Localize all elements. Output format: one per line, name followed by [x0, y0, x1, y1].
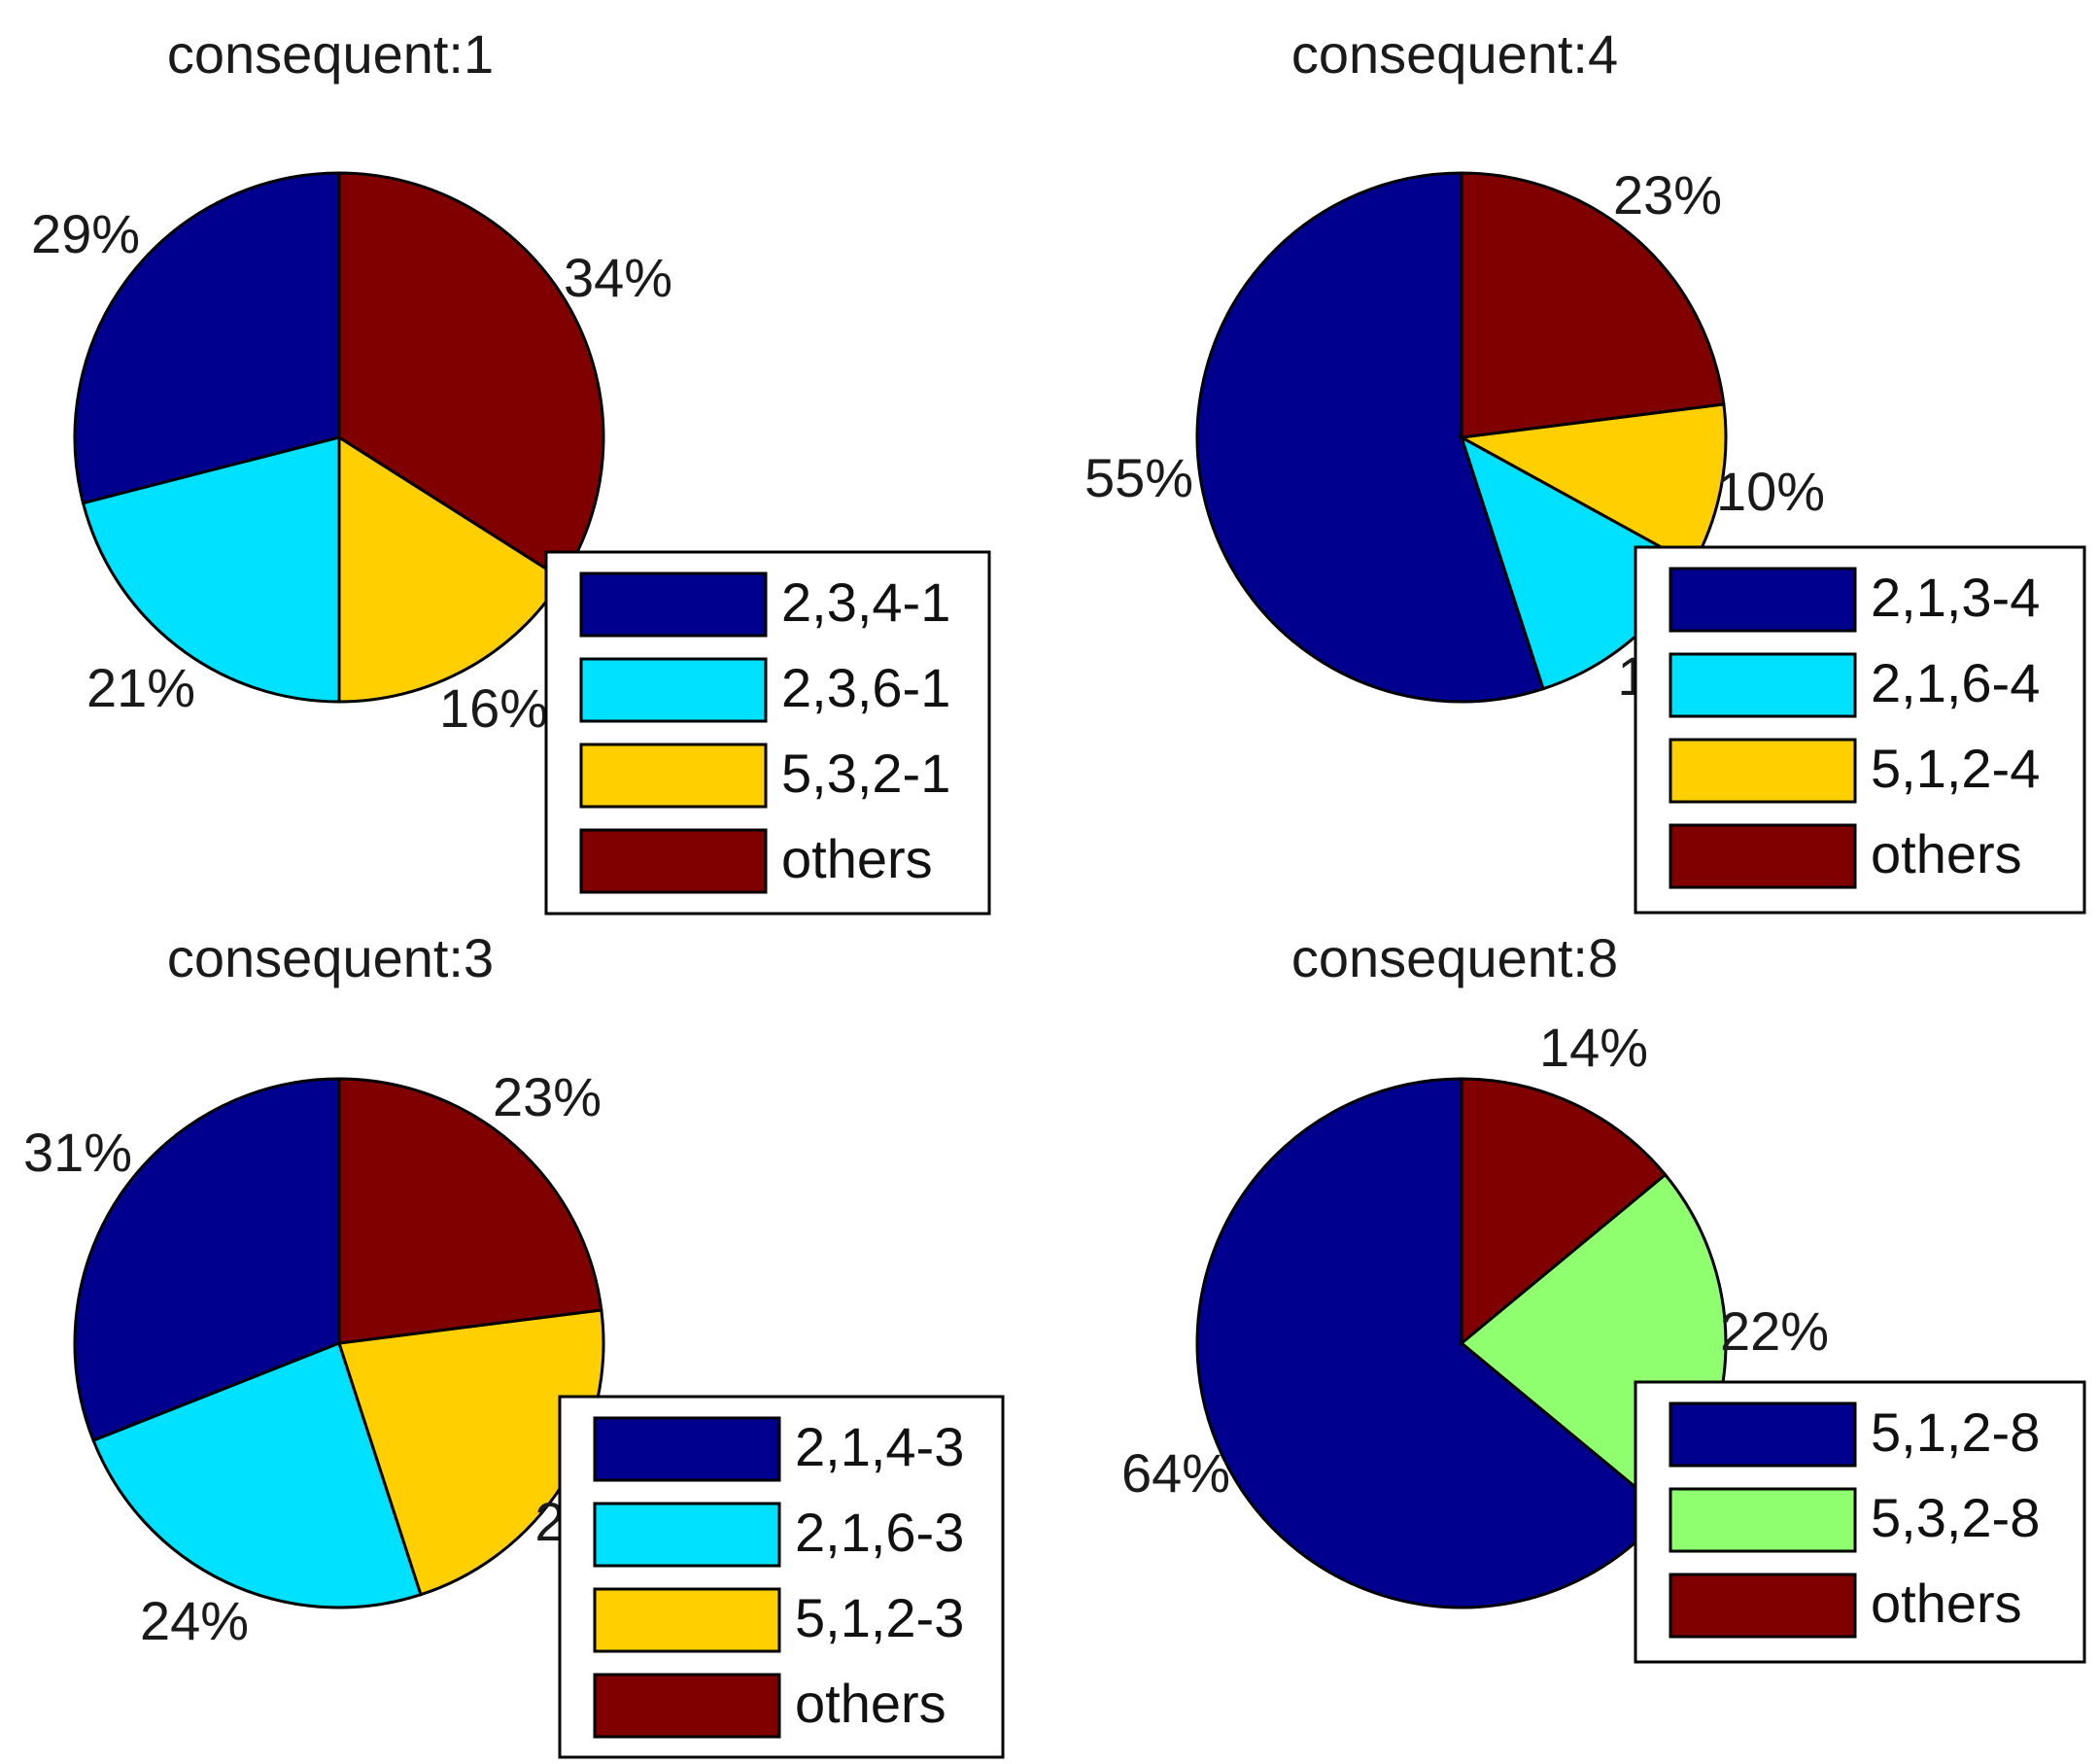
legend-swatch — [1669, 1401, 1857, 1468]
legend-entry-label: 2,1,3-4 — [1871, 567, 2040, 628]
slice-percent-label: 64% — [1121, 1442, 1230, 1504]
legend-swatch — [579, 657, 768, 723]
legend-swatch — [1669, 1487, 1857, 1553]
legend-entry-label: 2,3,6-1 — [781, 657, 950, 718]
legend-swatch — [1669, 1573, 1857, 1639]
chart-title: consequent:8 — [1291, 927, 1618, 988]
slice-percent-label: 23% — [493, 1066, 602, 1127]
legend-swatch — [579, 743, 768, 809]
pie-slice — [1195, 171, 1545, 704]
slice-percent-label: 23% — [1613, 164, 1722, 225]
pie-panel-1: consequent:1 29% 21% 16% 34% 2,3,4-1 2,3,6-1 5,… — [31, 23, 991, 916]
legend-swatch — [579, 828, 768, 894]
legend-entry-label: 5,3,2-8 — [1871, 1487, 2040, 1548]
legend-entry-label: 2,1,6-3 — [795, 1502, 964, 1563]
legend-entry-label: others — [795, 1673, 946, 1734]
pie-slice — [73, 171, 341, 505]
pie-slice — [81, 435, 341, 704]
legend-swatch — [593, 1673, 781, 1739]
legend-entry-label: 5,1,2-4 — [1871, 738, 2040, 799]
pie-panel-4: consequent:8 64% 22% 14% 5,1,2-8 5,3,2-8 other… — [1121, 927, 2086, 1664]
legend-entry-label: 5,1,2-8 — [1871, 1401, 2040, 1463]
slice-percent-label: 14% — [1539, 1017, 1648, 1078]
slice-percent-label: 31% — [23, 1122, 132, 1183]
legend-swatch — [579, 571, 768, 638]
slice-percent-label: 29% — [31, 203, 140, 264]
pie-slice — [1460, 171, 1726, 439]
pie-slice — [91, 1341, 423, 1609]
pie-panel-2: consequent:455%110%23%2,1,3-42,1,6-45,1,… — [1084, 23, 2086, 915]
chart-title: consequent:3 — [167, 927, 494, 988]
slice-percent-label: 34% — [564, 247, 672, 308]
slice-percent-label: 16% — [439, 677, 548, 739]
legend-swatch — [1669, 738, 1857, 804]
legend: 2,3,4-1 2,3,6-1 5,3,2-1 others — [544, 550, 991, 916]
legend: 2,1,4-3 2,1,6-3 5,1,2-3 others — [558, 1395, 1005, 1759]
legend-entry-label: others — [1871, 1573, 2022, 1634]
slice-percent-label: 22% — [1720, 1300, 1829, 1362]
slice-percent-label: 55% — [1084, 447, 1193, 508]
pie-slice — [73, 1077, 341, 1443]
legend-entry-label: others — [1871, 823, 2022, 884]
chart-title: consequent:1 — [167, 23, 494, 85]
legend-swatch — [1669, 567, 1857, 633]
legend-entry-label: 5,1,2-3 — [795, 1587, 964, 1648]
legend-entry-label: 2,1,6-4 — [1871, 652, 2040, 713]
pie-panel-3: consequent:331%24%223%2,1,4-32,1,6-35,1,… — [23, 927, 1005, 1759]
legend-entry-label: others — [781, 828, 933, 889]
legend-swatch — [593, 1416, 781, 1482]
pie-slice — [337, 1077, 603, 1345]
legend-entry-label: 2,1,4-3 — [795, 1416, 964, 1477]
slice-percent-label: 21% — [86, 657, 195, 718]
pie-slice — [1195, 1077, 1668, 1609]
legend-swatch — [593, 1587, 781, 1653]
legend: 5,1,2-8 5,3,2-8 others — [1634, 1380, 2086, 1664]
slice-percent-label: 24% — [140, 1590, 249, 1651]
legend-swatch — [1669, 823, 1857, 889]
legend-swatch — [1669, 652, 1857, 718]
legend: 2,1,3-4 2,1,6-4 5,1,2-4 others — [1634, 545, 2086, 915]
chart-title: consequent:4 — [1291, 23, 1618, 85]
pie-slice — [1460, 1077, 1668, 1347]
legend-entry-label: 2,3,4-1 — [781, 571, 950, 633]
pie-slice — [337, 171, 605, 581]
legend-entry-label: 5,3,2-1 — [781, 743, 950, 804]
legend-swatch — [593, 1502, 781, 1568]
slice-percent-label: 10% — [1716, 461, 1825, 522]
